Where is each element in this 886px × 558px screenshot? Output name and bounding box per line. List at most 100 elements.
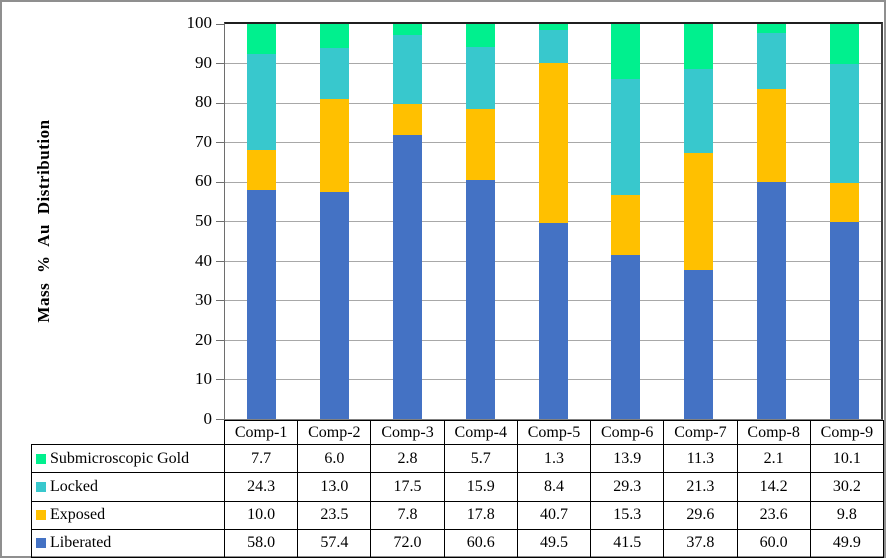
legend-cell: Liberated (31, 528, 225, 558)
value-cell: 58.0 (223, 528, 299, 558)
bar-segment-submicroscopic-gold (684, 24, 714, 69)
value-cell: 24.3 (223, 472, 299, 502)
bar-segment-liberated (757, 182, 787, 419)
value-cell: 11.3 (663, 443, 738, 474)
value-cell: 57.4 (297, 528, 372, 558)
bar-segment-liberated (684, 269, 714, 419)
value-cell: 49.9 (809, 528, 885, 558)
table-header-cell: Comp-6 (590, 420, 665, 445)
legend-label: Liberated (50, 534, 112, 552)
value-cell: 23.5 (297, 500, 372, 530)
value-cell: 21.3 (663, 472, 738, 502)
bar-segment-locked (465, 46, 495, 110)
value-cell: 23.6 (736, 500, 811, 530)
table-row: Locked 24.3 13.0 17.5 15.9 8.4 29.3 21.3 14.2 30.… (31, 472, 885, 502)
y-axis-tick (216, 63, 224, 64)
bar-segment-exposed (538, 62, 568, 224)
bar-segment-exposed (319, 99, 349, 193)
value-cell: 7.7 (223, 443, 299, 474)
bar-segment-liberated (246, 189, 276, 419)
bar-segment-liberated (319, 192, 349, 419)
y-tick-label: 10 (195, 369, 212, 389)
value-cell: 13.9 (590, 443, 665, 474)
legend-swatch-locked (36, 481, 46, 492)
y-axis-tick (216, 102, 224, 104)
value-cell: 13.0 (297, 472, 372, 502)
table-header-cell: Comp-2 (297, 420, 372, 445)
bar-segment-liberated (538, 223, 568, 419)
value-cell: 60.0 (736, 528, 811, 558)
y-tick-label: 50 (195, 211, 212, 230)
bar-segment-exposed (830, 183, 860, 222)
y-axis-tick (216, 142, 224, 143)
table-header-cell: Comp-3 (370, 420, 445, 445)
legend-swatch-submicroscopic-gold (36, 453, 46, 464)
value-cell: 10.1 (809, 443, 885, 474)
bar-segment-liberated (611, 255, 641, 419)
table-header-cell: Comp-7 (663, 420, 738, 445)
bar-segment-locked (392, 35, 422, 105)
bar-segment-exposed (246, 150, 276, 190)
stacked-bars (225, 24, 881, 419)
bar-segment-liberated (830, 221, 860, 419)
table-header-row: Comp-1 Comp-2 Comp-3 Comp-4 Comp-5 Comp-6 Comp… (32, 420, 885, 445)
value-cell: 15.3 (590, 500, 665, 530)
value-cell: 40.7 (516, 500, 592, 530)
value-cell: 29.6 (663, 500, 738, 530)
value-cell: 41.5 (590, 528, 665, 558)
bar-column-comp-9 (808, 24, 881, 419)
y-axis-tick (216, 221, 224, 222)
value-cell: 17.5 (370, 472, 445, 502)
bar-column-comp-2 (298, 24, 371, 419)
bar-segment-locked (684, 68, 714, 153)
bar-segment-submicroscopic-gold (611, 24, 641, 79)
value-cell: 37.8 (663, 528, 738, 558)
value-cell: 6.0 (297, 443, 372, 474)
value-cell: 60.6 (443, 528, 518, 558)
bar-segment-submicroscopic-gold (465, 24, 495, 47)
bar-column-comp-7 (662, 24, 735, 419)
legend-label: Submicroscopic Gold (50, 449, 190, 467)
bar-segment-exposed (757, 88, 787, 182)
legend-label: Locked (50, 477, 98, 495)
bar-segment-submicroscopic-gold (246, 24, 276, 55)
value-cell: 14.2 (736, 472, 811, 502)
table-header-cell: Comp-9 (809, 420, 885, 445)
y-tick-label: 0 (203, 409, 213, 428)
bar-segment-exposed (684, 152, 714, 270)
table-row: Liberated 58.0 57.4 72.0 60.6 49.5 41.5 37.8 60.… (31, 528, 885, 558)
y-axis-tick-labels: 0 10 20 30 40 50 60 70 80 90 100 (142, 13, 213, 428)
value-cell: 30.2 (809, 472, 885, 502)
bar-segment-locked (538, 29, 568, 63)
bar-column-comp-3 (371, 24, 444, 419)
y-tick-label: 40 (195, 250, 212, 270)
value-cell: 15.9 (443, 472, 518, 502)
data-table: Comp-1 Comp-2 Comp-3 Comp-4 Comp-5 Comp-6 Comp… (31, 420, 885, 558)
table-header-cell: Comp-8 (736, 420, 811, 445)
value-cell: 17.8 (443, 500, 518, 530)
legend-swatch-liberated (36, 538, 46, 549)
y-axis-tick (216, 23, 224, 25)
y-tick-label: 30 (195, 290, 212, 310)
table-row: Submicroscopic Gold 7.7 6.0 2.8 5.7 1.3 13.9 11… (31, 443, 885, 474)
y-tick-label: 90 (195, 52, 212, 72)
value-cell: 2.1 (736, 443, 811, 474)
y-tick-label: 80 (195, 92, 212, 112)
bar-segment-exposed (392, 104, 422, 135)
bar-segment-submicroscopic-gold (830, 24, 860, 64)
table-header-cell: Comp-5 (516, 420, 592, 445)
y-axis-tick (216, 379, 224, 380)
bar-segment-submicroscopic-gold (392, 24, 422, 36)
bar-segment-submicroscopic-gold (538, 24, 568, 30)
bar-segment-submicroscopic-gold (319, 24, 349, 49)
y-tick-label: 70 (195, 131, 212, 151)
y-axis-tick (216, 339, 224, 341)
bar-column-comp-1 (225, 24, 298, 419)
value-cell: 1.3 (516, 443, 592, 474)
bar-segment-exposed (465, 109, 495, 180)
y-axis-tick (216, 260, 224, 262)
bar-column-comp-6 (589, 24, 662, 419)
bar-segment-locked (246, 54, 276, 151)
table-corner-blank (32, 421, 225, 445)
bar-segment-locked (611, 78, 641, 195)
